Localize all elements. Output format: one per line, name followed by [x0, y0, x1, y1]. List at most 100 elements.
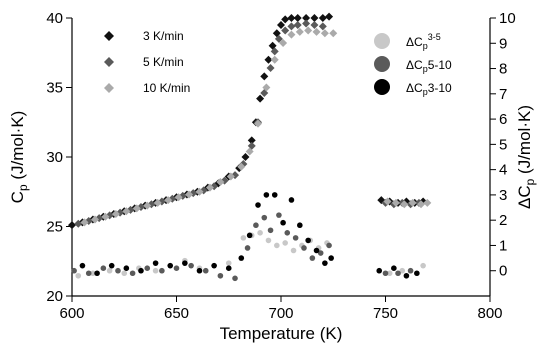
delta-cp-point	[173, 265, 180, 272]
y-tick-label: 40	[46, 10, 63, 27]
delta-cp-point	[121, 270, 128, 277]
cp-point	[247, 136, 256, 145]
delta-cp-point	[292, 235, 299, 241]
delta-cp-point	[138, 267, 144, 274]
cp-point	[74, 219, 83, 228]
legend-label-left: 5 K/min	[143, 55, 184, 69]
cp-point	[153, 198, 162, 207]
cp-point	[391, 198, 400, 207]
delta-cp-point	[403, 272, 410, 279]
y2-tick-label: 0	[499, 263, 507, 280]
cp-point	[325, 12, 334, 21]
cp-point	[320, 29, 329, 38]
series-8	[79, 192, 420, 279]
delta-cp-point	[391, 265, 397, 272]
legend-marker-right	[374, 33, 390, 49]
delta-cp-point	[115, 267, 121, 274]
cp-point	[254, 119, 263, 128]
delta-cp-point	[284, 230, 291, 236]
delta-cp-point	[240, 235, 247, 241]
cp-point	[293, 20, 302, 29]
delta-cp-point	[225, 265, 232, 272]
cp-point	[256, 94, 265, 103]
delta-cp-point	[79, 262, 86, 269]
delta-cp-point	[232, 275, 238, 282]
y2-tick-label: 5	[499, 136, 507, 153]
cp-point	[312, 27, 321, 36]
series-2	[80, 26, 338, 227]
legend: 3 K/min 5 K/min 10 K/min ΔCp3-5 ΔCp5-10 ΔCp3-…	[104, 29, 452, 97]
legend-marker-right	[374, 56, 390, 72]
delta-cp-point	[255, 202, 261, 208]
cp-point	[241, 153, 250, 161]
cp-point	[226, 172, 235, 181]
delta-cp-point	[326, 242, 332, 249]
y2-tick-label: 2	[499, 212, 507, 229]
cp-point	[318, 14, 327, 22]
cp-point	[270, 47, 279, 56]
legend-marker-right	[374, 79, 390, 95]
delta-cp-point	[100, 265, 107, 272]
cp-point	[293, 14, 302, 22]
y2-tick-label: 1	[499, 237, 507, 254]
delta-cp-point	[301, 245, 307, 251]
cp-point	[329, 29, 338, 38]
cp-point	[111, 209, 120, 218]
cp-point	[302, 19, 311, 28]
delta-cp-point	[257, 230, 263, 236]
x-axis-label: Temperature (K)	[220, 324, 343, 343]
cp-point	[281, 15, 290, 24]
cp-point	[287, 14, 296, 22]
delta-cp-point	[297, 222, 303, 229]
cp-point	[262, 83, 271, 92]
delta-cp-point	[399, 267, 406, 274]
delta-cp-point	[265, 237, 272, 244]
delta-cp-point	[414, 270, 420, 277]
y2-tick-label: 9	[499, 35, 507, 52]
cp-point	[132, 204, 141, 213]
delta-cp-point	[238, 255, 245, 261]
delta-cp-point	[322, 260, 328, 266]
delta-cp-point	[267, 227, 274, 234]
cp-point	[408, 198, 417, 207]
x-tick-label: 750	[373, 305, 398, 322]
cp-point	[417, 200, 426, 209]
cp-point	[68, 221, 76, 230]
delta-cp-point	[290, 247, 297, 254]
legend-marker-left	[104, 31, 114, 41]
cp-point	[266, 64, 275, 73]
series-5	[383, 197, 432, 209]
cp-point	[205, 183, 214, 192]
data-marks	[68, 12, 432, 282]
y2-tick-label: 7	[499, 86, 507, 103]
cp-point	[143, 201, 152, 210]
x-tick-label: 800	[477, 305, 502, 322]
delta-cp-point	[211, 262, 217, 269]
delta-cp-point	[420, 262, 426, 269]
legend-marker-left	[104, 83, 114, 93]
ticks-layer: 600 650 700 750 800 20 25 30 35 40 0 1 2 3 4 5 6 7 8 9 10	[46, 10, 515, 322]
cp-point	[185, 190, 194, 199]
delta-cp-point	[274, 242, 280, 249]
delta-cp-point	[106, 267, 113, 274]
delta-cp-point	[261, 214, 268, 221]
legend-label-right: ΔCp3-5	[406, 32, 441, 51]
delta-cp-point	[152, 260, 159, 266]
delta-cp-point	[407, 267, 414, 274]
delta-cp-point	[196, 267, 203, 274]
cp-point	[80, 218, 89, 227]
cp-point	[277, 20, 285, 29]
cp-point	[295, 27, 304, 36]
y2-axis-label: ΔCp (J/mol·K)	[515, 105, 537, 209]
y-axis-label: Cp (J/mol·K)	[8, 111, 30, 204]
y2-tick-label: 6	[499, 111, 507, 128]
legend-label-right: ΔCp3-10	[406, 81, 452, 97]
cp-point	[281, 26, 290, 35]
cp-point	[90, 215, 99, 224]
delta-cp-point	[305, 237, 311, 244]
delta-cp-point	[71, 267, 77, 274]
y2-tick-label: 3	[499, 187, 507, 204]
delta-cp-point	[313, 247, 320, 254]
delta-cp-point	[202, 267, 209, 274]
delta-cp-point	[225, 260, 232, 266]
